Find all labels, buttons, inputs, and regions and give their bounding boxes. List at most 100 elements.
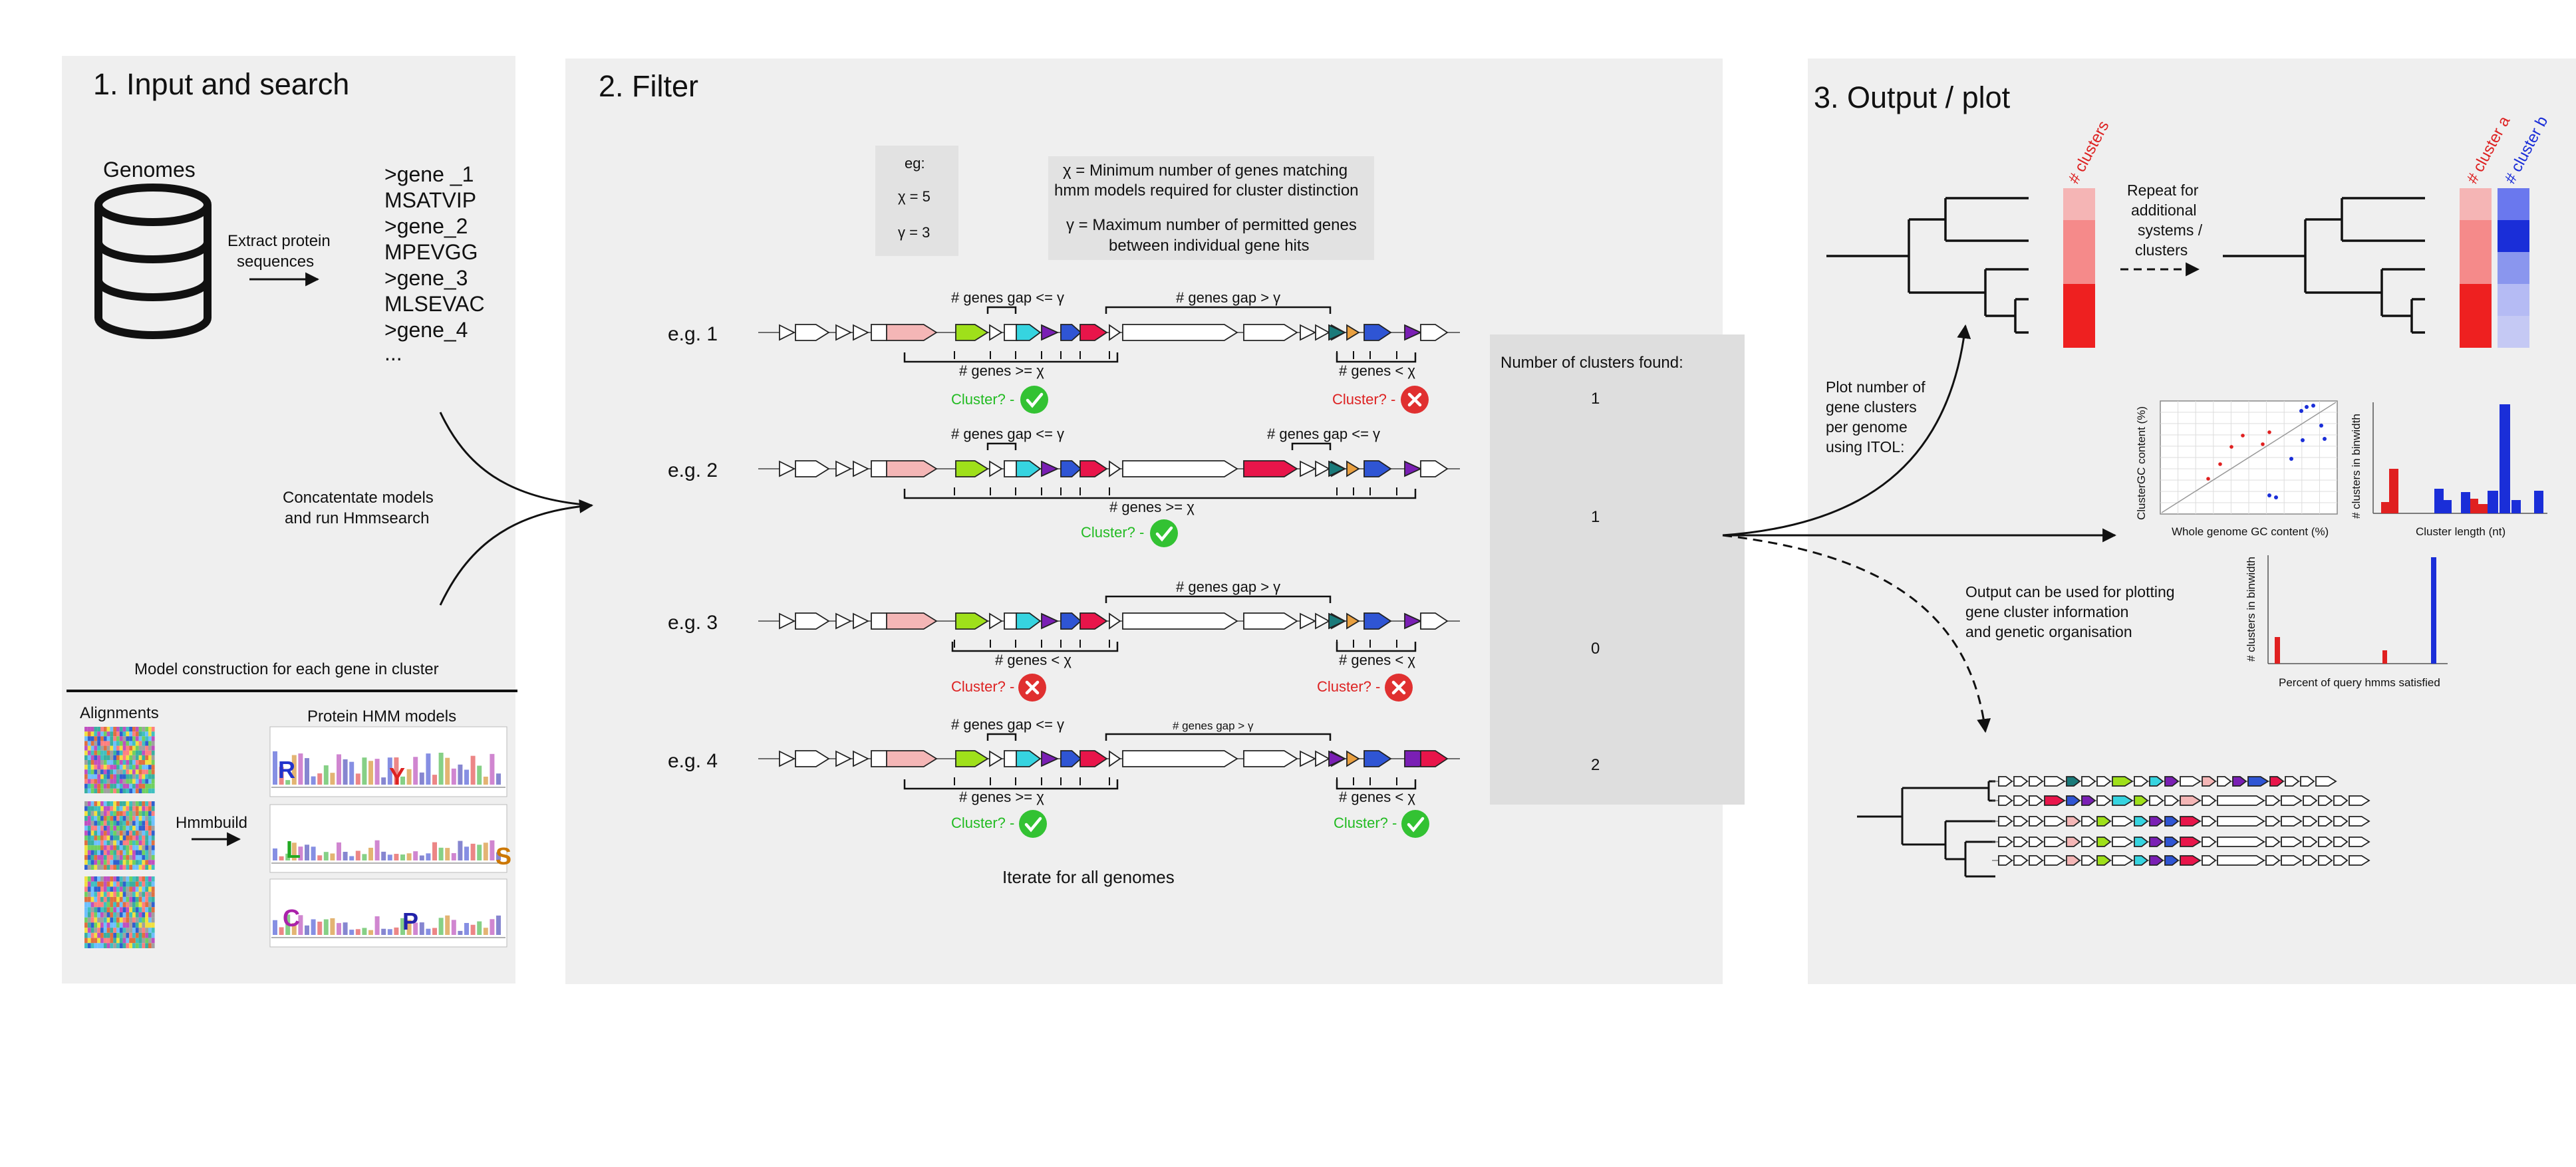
alignment-cell bbox=[90, 912, 94, 918]
alignment-cell bbox=[84, 788, 88, 793]
alignment-cell bbox=[106, 816, 110, 821]
logo-column bbox=[477, 765, 482, 785]
alignment-cell bbox=[94, 840, 98, 846]
alignment-cell bbox=[94, 943, 98, 948]
alignment-cell bbox=[135, 783, 139, 789]
alignment-cell bbox=[148, 783, 152, 789]
logo-column bbox=[362, 928, 367, 935]
alignment-cell bbox=[94, 860, 98, 865]
plot-text-line: gene clusters bbox=[1826, 398, 1917, 416]
alignment-cell bbox=[94, 811, 98, 817]
alignment-cell bbox=[138, 736, 142, 741]
alignment-cell bbox=[119, 896, 123, 902]
alignment-cell bbox=[142, 769, 146, 775]
alignment-cell bbox=[110, 745, 114, 751]
alignment-cell bbox=[113, 806, 116, 811]
alignment-cell bbox=[103, 731, 107, 737]
hist1-bars bbox=[2381, 404, 2543, 513]
alignment-cell bbox=[103, 745, 107, 751]
gene-arrow bbox=[2217, 795, 2265, 806]
alignment-cell bbox=[151, 765, 155, 770]
alignment-cell bbox=[151, 736, 155, 741]
alignment-cell bbox=[122, 806, 126, 811]
alignment-cell bbox=[103, 850, 107, 855]
alignment-cell bbox=[97, 845, 100, 850]
alignment-cell bbox=[106, 821, 110, 826]
alignment-cell bbox=[142, 854, 146, 860]
alignment-cell bbox=[126, 788, 130, 793]
alignment-cell bbox=[132, 928, 136, 933]
alignment-cell bbox=[106, 769, 110, 775]
alignment-cell bbox=[116, 816, 120, 821]
histogram-bar bbox=[2275, 637, 2280, 664]
gene-arrow bbox=[779, 460, 796, 477]
alignment-cell bbox=[106, 892, 110, 897]
alignment-cell bbox=[142, 902, 146, 908]
alignment-cell bbox=[113, 736, 116, 741]
alignment-cell bbox=[110, 912, 114, 918]
alignment-cell bbox=[100, 876, 104, 882]
alignment-cell bbox=[103, 727, 107, 732]
alignment-cell bbox=[129, 892, 132, 897]
alignment-cell bbox=[97, 779, 100, 784]
scatter-point bbox=[2311, 404, 2315, 408]
alignment-cell bbox=[148, 731, 152, 737]
alignment-cell bbox=[132, 932, 136, 938]
alignment-cell bbox=[94, 779, 98, 784]
logo-column bbox=[406, 920, 412, 935]
gene-arrow bbox=[2134, 776, 2149, 787]
alignment-cell bbox=[110, 928, 114, 933]
gene-arrow bbox=[795, 460, 830, 477]
alignment-cell bbox=[94, 783, 98, 789]
alignment-cell bbox=[151, 876, 155, 882]
alignment-cell bbox=[126, 741, 130, 746]
alignment-cell bbox=[106, 806, 110, 811]
logo-column bbox=[337, 923, 341, 935]
alignment-cell bbox=[126, 881, 130, 887]
alignment-cell bbox=[94, 831, 98, 836]
alignment-cell bbox=[110, 864, 114, 870]
gene-arrow bbox=[2044, 795, 2066, 806]
alignment-cell bbox=[103, 755, 107, 760]
concat-label-line1: Concatentate models bbox=[283, 489, 434, 507]
alignment-cell bbox=[142, 886, 146, 892]
alignment-cell bbox=[129, 779, 132, 784]
alignment-cell bbox=[138, 779, 142, 784]
alignment-cell bbox=[148, 854, 152, 860]
alignment-cell bbox=[97, 922, 100, 928]
alignment-cell bbox=[97, 876, 100, 882]
logo-column bbox=[496, 852, 501, 860]
alignment-cell bbox=[84, 922, 88, 928]
alignment-cell bbox=[97, 896, 100, 902]
alignment-cell bbox=[148, 779, 152, 784]
alignment-cell bbox=[103, 741, 107, 746]
gene-arrow bbox=[779, 324, 796, 341]
gene-arrow bbox=[1404, 460, 1423, 477]
gene-arrow bbox=[1041, 612, 1060, 630]
alignment-cell bbox=[116, 811, 120, 817]
alignment-cell bbox=[129, 745, 132, 751]
row-label: e.g. 2 bbox=[668, 459, 718, 481]
gene-arrow bbox=[2202, 795, 2217, 806]
alignment-cell bbox=[135, 943, 139, 948]
gene-arrow bbox=[2180, 855, 2202, 866]
alignment-cell bbox=[148, 932, 152, 938]
scatter-point bbox=[2267, 493, 2271, 497]
alignment-cell bbox=[145, 835, 148, 841]
alignment-cell bbox=[100, 727, 104, 732]
scatter-points bbox=[2206, 404, 2327, 499]
gene-arrow bbox=[1998, 776, 2013, 787]
alignment-cell bbox=[119, 938, 123, 944]
gene-arrow bbox=[853, 460, 870, 477]
alignment-cell bbox=[106, 741, 110, 746]
logo-column bbox=[349, 856, 355, 860]
alignment-cell bbox=[148, 835, 152, 841]
gene-arrow bbox=[2202, 776, 2217, 787]
alignment-cell bbox=[116, 850, 120, 855]
gene-arrow bbox=[835, 612, 853, 630]
gene-arrow bbox=[989, 324, 1003, 341]
alignment-cell bbox=[126, 750, 130, 755]
logo-column bbox=[279, 856, 284, 860]
alignment-cell bbox=[94, 907, 98, 912]
annotation-gap-big: # genes gap > γ bbox=[1176, 289, 1280, 306]
